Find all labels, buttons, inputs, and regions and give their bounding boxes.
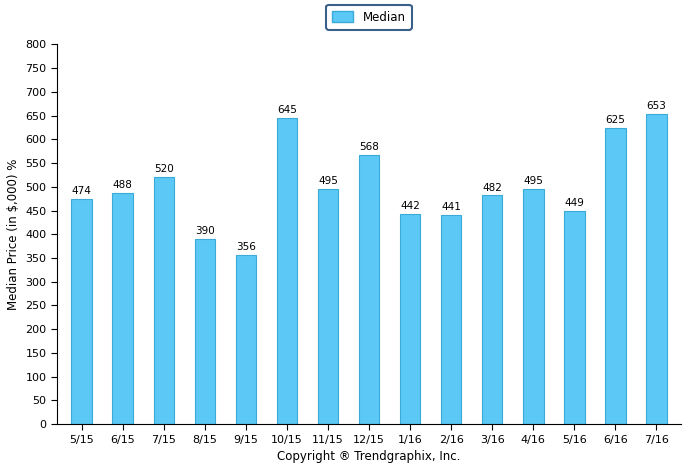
Text: 645: 645 [277, 105, 297, 115]
Text: 441: 441 [441, 202, 461, 212]
Text: 442: 442 [400, 202, 420, 212]
Bar [441, 215, 462, 424]
Text: 568: 568 [359, 142, 379, 152]
Legend: Median: Median [326, 5, 412, 30]
Bar [523, 189, 544, 424]
Text: 474: 474 [72, 186, 92, 196]
Bar [277, 118, 297, 424]
Bar [72, 199, 92, 424]
Text: 625: 625 [605, 115, 625, 125]
Bar [153, 177, 174, 424]
Bar [564, 211, 585, 424]
Y-axis label: Median Price (in $,000) %: Median Price (in $,000) % [7, 158, 20, 310]
Bar [482, 196, 502, 424]
Text: 390: 390 [195, 226, 215, 236]
Bar [235, 255, 256, 424]
Text: 495: 495 [524, 176, 544, 186]
Bar [112, 193, 133, 424]
Text: 653: 653 [647, 102, 667, 111]
Bar [358, 155, 379, 424]
Bar [195, 239, 215, 424]
Text: 520: 520 [154, 164, 173, 174]
X-axis label: Copyright ® Trendgraphix, Inc.: Copyright ® Trendgraphix, Inc. [277, 450, 461, 463]
Text: 482: 482 [482, 182, 502, 193]
Text: 488: 488 [113, 180, 133, 190]
Text: 449: 449 [564, 198, 584, 208]
Bar [318, 189, 338, 424]
Bar [400, 214, 420, 424]
Bar [605, 127, 625, 424]
Bar [646, 114, 667, 424]
Text: 356: 356 [236, 243, 256, 252]
Text: 495: 495 [318, 176, 338, 186]
